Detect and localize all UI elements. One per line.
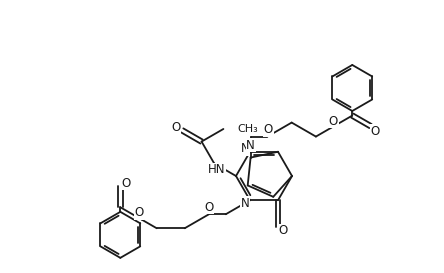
Text: N: N	[241, 197, 250, 210]
Text: N: N	[241, 142, 250, 155]
Text: O: O	[329, 115, 338, 128]
Text: O: O	[122, 177, 131, 190]
Text: N: N	[246, 139, 255, 152]
Text: O: O	[204, 201, 214, 214]
Text: O: O	[371, 124, 380, 138]
Text: O: O	[135, 206, 144, 219]
Text: O: O	[278, 224, 288, 237]
Text: HN: HN	[208, 163, 226, 176]
Text: O: O	[171, 121, 181, 134]
Text: O: O	[264, 123, 273, 136]
Text: CH₃: CH₃	[238, 124, 258, 134]
